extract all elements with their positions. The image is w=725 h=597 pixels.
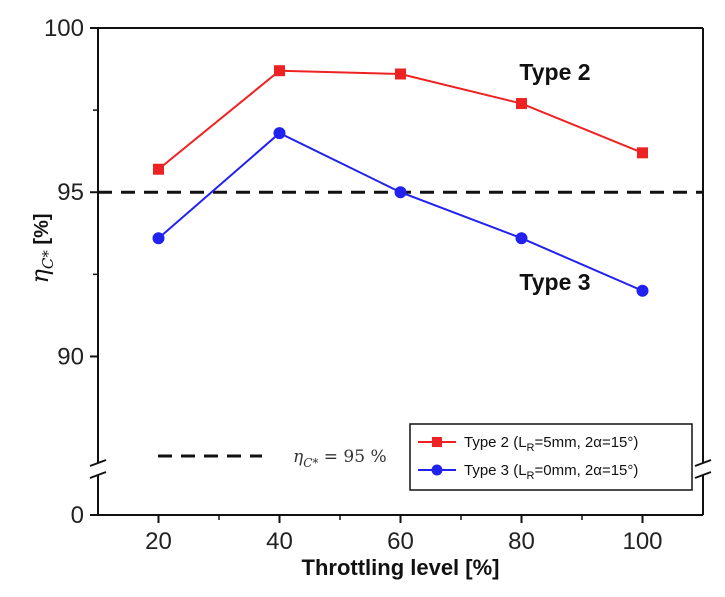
data-point-square — [153, 163, 164, 175]
legend-marker-circle — [431, 464, 443, 476]
axis-break-mark-left-a — [89, 459, 107, 467]
axis-break-mark-right-b — [694, 471, 712, 479]
x-tick-label: 20 — [145, 528, 172, 555]
series-group: Type 2 Type 3 — [152, 59, 649, 297]
legend-label-main: Type 3 (L — [464, 462, 527, 479]
reference-line-label: ηC* = 95 % — [293, 447, 387, 470]
legend-label-main: Type 2 (L — [464, 434, 527, 451]
reference-symbol: η — [293, 447, 304, 467]
data-point-square — [637, 147, 648, 159]
legend-label-subscript: R — [527, 470, 535, 482]
legend-label-2: Type 3 (LR=0mm, 2α=15°) — [464, 462, 638, 482]
legend-box — [409, 423, 693, 491]
data-point-circle — [515, 232, 528, 245]
data-point-square — [516, 98, 527, 110]
y-axis-title: ηC* [%] — [26, 213, 57, 283]
reference-subscript: C* — [303, 456, 318, 470]
data-point-circle — [636, 284, 649, 297]
x-tick-label: 100 — [622, 528, 662, 555]
series-line-2 — [157, 131, 643, 292]
x-axis-title: Throttling level [%] — [302, 555, 500, 580]
series-line-1 — [157, 69, 643, 171]
data-point-square — [274, 65, 285, 77]
series-tag-2: Type 3 — [519, 269, 590, 295]
data-point-circle — [152, 232, 165, 245]
legend-label-rest: =5mm, 2α=15°) — [535, 434, 639, 451]
legend: Type 2 (LR=5mm, 2α=15°)Type 3 (LR=0mm, 2… — [409, 423, 693, 491]
x-tick-label: 40 — [266, 528, 293, 555]
data-point-circle — [394, 186, 407, 199]
y-tick-label: 100 — [44, 15, 84, 42]
y-tick-label: 0 — [71, 502, 84, 529]
y-tick-label: 95 — [57, 179, 84, 206]
data-point-square — [395, 68, 406, 80]
y-tick-label: 90 — [57, 343, 84, 370]
x-tick-label: 80 — [508, 528, 535, 555]
legend-label-subscript: R — [527, 442, 535, 454]
axis-break-mark-right-a — [694, 459, 712, 467]
axis-break-mark-left-b — [89, 471, 107, 479]
y-axis-title-symbol: η — [26, 269, 54, 284]
legend-label-1: Type 2 (LR=5mm, 2α=15°) — [464, 434, 638, 454]
series-tag-1: Type 2 — [519, 59, 590, 85]
y-axis-title-subscript: C* — [39, 250, 57, 269]
reference-value-text: = 95 % — [318, 447, 386, 467]
y-axis-title-unit: [%] — [31, 213, 53, 250]
legend-label-rest: =0mm, 2α=15°) — [535, 462, 639, 479]
legend-marker-square — [432, 437, 442, 447]
data-point-circle — [273, 127, 286, 140]
axis-labels-group: Throttling level [%]ηC* [%] — [26, 213, 500, 580]
x-tick-label: 60 — [387, 528, 414, 555]
ticks-group: 20 40 60 80 100 0 90 95 100 — [44, 15, 663, 555]
